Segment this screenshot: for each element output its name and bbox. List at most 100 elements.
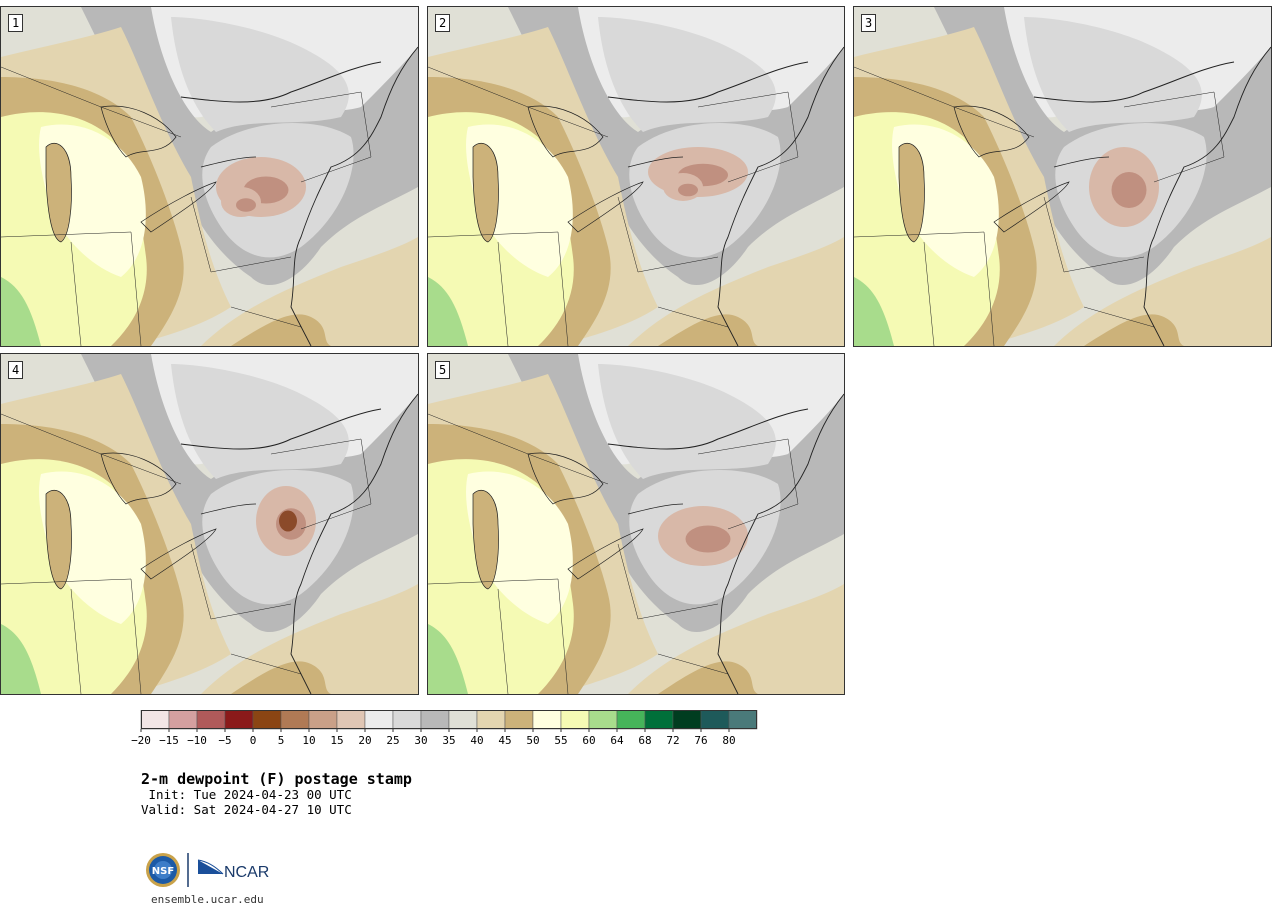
green-region bbox=[428, 624, 468, 694]
lake-michigan-outline bbox=[45, 489, 72, 590]
colorbar-swatch bbox=[224, 710, 254, 730]
green-region bbox=[1, 277, 41, 346]
south-brown bbox=[1084, 314, 1184, 346]
lake-ontario-outline bbox=[1053, 156, 1110, 168]
lake-ontario-outline bbox=[200, 156, 257, 168]
state-border bbox=[617, 543, 719, 620]
lake-erie-outline bbox=[140, 181, 217, 233]
state-border bbox=[497, 241, 509, 346]
st-lawrence-river bbox=[1033, 61, 1235, 103]
state-border bbox=[1, 231, 142, 346]
colorbar-swatch bbox=[420, 710, 450, 730]
state-border bbox=[270, 91, 372, 183]
state-border bbox=[1083, 306, 1155, 328]
colorbar-swatch bbox=[392, 710, 422, 730]
state-border bbox=[1043, 196, 1145, 273]
state-border bbox=[190, 543, 292, 620]
colorbar-swatch bbox=[168, 710, 198, 730]
colorbar-swatch bbox=[560, 710, 590, 730]
colorbar-tick-label: 55 bbox=[554, 734, 567, 747]
light-region bbox=[171, 364, 349, 479]
coastline bbox=[290, 46, 418, 346]
chart-title: 2-m dewpoint (F) postage stamp bbox=[141, 770, 412, 788]
panel-label-4: 4 bbox=[8, 361, 24, 379]
init-time: Init: Tue 2024-04-23 00 UTC bbox=[141, 787, 352, 802]
lake-michigan bbox=[473, 143, 499, 242]
colorbar-tick-label: 50 bbox=[526, 734, 539, 747]
colorbar-tick-label: 76 bbox=[694, 734, 707, 747]
state-border bbox=[428, 413, 609, 485]
panel-label-3: 3 bbox=[861, 14, 877, 32]
state-border bbox=[190, 196, 292, 273]
south-tan bbox=[201, 237, 418, 346]
colorbar-tick-label: −20 bbox=[131, 734, 151, 747]
panel-label-2: 2 bbox=[435, 14, 451, 32]
colorbar-tick-label: 25 bbox=[386, 734, 399, 747]
state-border bbox=[1, 66, 182, 138]
valid-time: Valid: Sat 2024-04-27 10 UTC bbox=[141, 802, 352, 817]
colorbar-tick-label: 35 bbox=[442, 734, 455, 747]
lake-erie-outline bbox=[567, 528, 644, 580]
map-panel-4: 4 bbox=[0, 353, 419, 695]
colorbar-tick-label: −5 bbox=[218, 734, 231, 747]
colorbar-tick-label: 5 bbox=[278, 734, 285, 747]
colorbar-swatch bbox=[588, 710, 618, 730]
light-region bbox=[1024, 17, 1202, 132]
map-panel-3: 3 bbox=[853, 6, 1272, 347]
lake-huron-outline bbox=[527, 452, 604, 505]
south-tan bbox=[628, 237, 844, 346]
nsf-seal-icon: NSF bbox=[146, 853, 180, 887]
colorbar-swatch bbox=[280, 710, 310, 730]
state-border bbox=[1, 578, 142, 694]
lake-erie-outline bbox=[993, 181, 1070, 233]
dewpoint-map-1 bbox=[1, 7, 418, 346]
colorbar-swatch bbox=[672, 710, 702, 730]
state-border bbox=[230, 306, 302, 328]
colorbar-tick-label: 60 bbox=[582, 734, 595, 747]
state-border bbox=[697, 91, 799, 183]
lake-ontario-outline bbox=[627, 156, 684, 168]
colorbar-swatch bbox=[644, 710, 674, 730]
state-border bbox=[854, 231, 995, 346]
south-brown bbox=[658, 661, 758, 694]
lake-michigan-outline bbox=[898, 142, 925, 243]
website-url: ensemble.ucar.edu bbox=[151, 893, 264, 906]
lake-huron-outline bbox=[953, 105, 1030, 158]
light-region bbox=[598, 17, 776, 132]
state-border bbox=[230, 653, 302, 675]
lake-huron-outline bbox=[100, 452, 177, 505]
dewpoint-map-2 bbox=[428, 7, 844, 346]
colorbar-tick-label: 80 bbox=[722, 734, 735, 747]
state-border bbox=[270, 438, 372, 530]
colorbar-tick-label: 45 bbox=[498, 734, 511, 747]
state-border bbox=[617, 196, 719, 273]
colorbar-tick-label: 15 bbox=[330, 734, 343, 747]
lake-huron-outline bbox=[100, 105, 177, 158]
dewpoint-map-3 bbox=[854, 7, 1271, 346]
colorbar-swatch bbox=[504, 710, 534, 730]
coastline bbox=[717, 393, 844, 694]
state-border bbox=[854, 66, 1035, 138]
nsf-ncar-logo: NSF NCAR bbox=[146, 853, 269, 887]
dewpoint-map-5 bbox=[428, 354, 844, 694]
coastline bbox=[290, 393, 418, 694]
state-border bbox=[428, 66, 609, 138]
dry-spot-core bbox=[1111, 172, 1147, 208]
colorbar-swatch bbox=[252, 710, 282, 730]
colorbar-tick-label: 20 bbox=[358, 734, 371, 747]
colorbar-swatch bbox=[364, 710, 394, 730]
state-border bbox=[70, 588, 82, 694]
dewpoint-map-4 bbox=[1, 354, 418, 694]
state-border bbox=[657, 653, 729, 675]
lake-michigan-outline bbox=[45, 142, 72, 243]
state-border bbox=[70, 241, 82, 346]
dry-spot-core bbox=[678, 183, 698, 197]
south-tan bbox=[628, 584, 844, 694]
lake-erie-outline bbox=[567, 181, 644, 233]
st-lawrence-river bbox=[180, 408, 382, 450]
panel-label-1: 1 bbox=[8, 14, 24, 32]
colorbar-swatch bbox=[476, 710, 506, 730]
state-border bbox=[1123, 91, 1225, 183]
lake-michigan bbox=[899, 143, 925, 242]
south-tan bbox=[201, 584, 418, 694]
